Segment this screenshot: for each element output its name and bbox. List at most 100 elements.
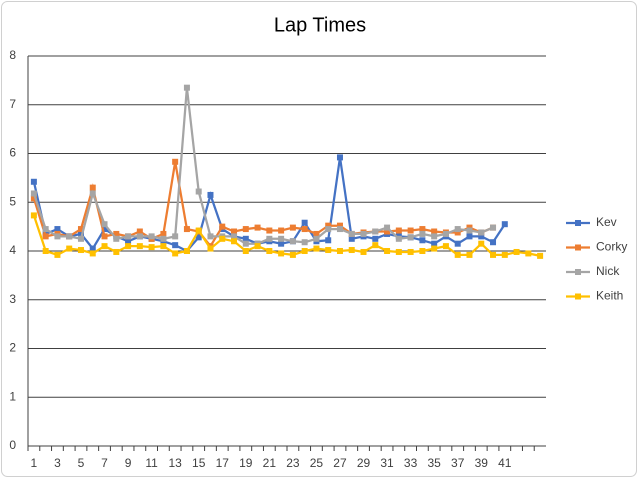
data-point bbox=[525, 250, 532, 257]
data-point bbox=[348, 247, 355, 254]
data-point bbox=[325, 247, 332, 254]
x-tick-label: 9 bbox=[125, 456, 132, 470]
data-point bbox=[136, 243, 143, 250]
data-point bbox=[537, 252, 544, 259]
data-point bbox=[113, 235, 120, 242]
data-point bbox=[325, 226, 332, 233]
data-point bbox=[219, 235, 226, 242]
data-point bbox=[395, 227, 402, 234]
x-tick-label: 15 bbox=[192, 456, 206, 470]
data-point bbox=[101, 226, 108, 233]
data-point bbox=[42, 248, 49, 254]
data-point bbox=[77, 247, 84, 254]
data-point bbox=[431, 240, 438, 247]
data-point bbox=[431, 245, 438, 252]
data-point bbox=[360, 230, 367, 237]
data-point bbox=[148, 244, 155, 251]
data-point bbox=[407, 234, 414, 241]
data-point bbox=[266, 235, 273, 242]
data-point bbox=[301, 226, 308, 233]
data-point bbox=[89, 250, 96, 257]
data-point bbox=[395, 235, 402, 242]
data-point bbox=[101, 233, 108, 240]
data-point bbox=[466, 251, 473, 258]
data-point bbox=[372, 235, 379, 242]
data-point bbox=[289, 238, 296, 245]
data-point bbox=[30, 190, 37, 197]
x-tick-label: 13 bbox=[168, 456, 182, 470]
data-point bbox=[254, 224, 261, 231]
data-point bbox=[242, 226, 249, 233]
legend-label: Nick bbox=[596, 264, 620, 278]
data-point bbox=[454, 226, 461, 233]
data-point bbox=[407, 248, 414, 255]
data-point bbox=[348, 230, 355, 237]
data-point bbox=[442, 230, 449, 237]
data-point bbox=[501, 221, 508, 228]
data-point bbox=[454, 251, 461, 258]
data-point bbox=[325, 237, 332, 244]
y-tick-label: 1 bbox=[9, 389, 16, 403]
data-point bbox=[442, 243, 449, 250]
data-point bbox=[172, 233, 179, 240]
data-point bbox=[478, 240, 485, 247]
data-point bbox=[466, 227, 473, 234]
data-point bbox=[478, 233, 485, 240]
data-point bbox=[325, 222, 332, 229]
data-point bbox=[490, 239, 497, 246]
data-point bbox=[113, 230, 120, 237]
data-point bbox=[466, 233, 473, 240]
data-point bbox=[395, 248, 402, 255]
data-point bbox=[183, 84, 190, 91]
data-point bbox=[454, 240, 461, 247]
data-point bbox=[101, 243, 108, 250]
data-point bbox=[89, 190, 96, 197]
y-tick-label: 3 bbox=[9, 292, 16, 306]
data-point bbox=[478, 229, 485, 236]
legend-marker bbox=[575, 220, 581, 226]
data-point bbox=[231, 228, 238, 235]
chart-title: Lap Times bbox=[274, 14, 366, 36]
data-point bbox=[136, 228, 143, 235]
data-point bbox=[125, 243, 132, 250]
data-point bbox=[336, 222, 343, 229]
x-tick-label: 27 bbox=[333, 456, 347, 470]
x-tick-label: 1 bbox=[31, 456, 38, 470]
x-tick-label: 35 bbox=[427, 456, 441, 470]
x-tick-label: 31 bbox=[380, 456, 394, 470]
data-point bbox=[54, 233, 61, 240]
data-point bbox=[266, 248, 273, 254]
data-point bbox=[313, 245, 320, 252]
data-point bbox=[419, 248, 426, 254]
data-point bbox=[89, 245, 96, 252]
data-point bbox=[513, 248, 520, 255]
data-point bbox=[101, 221, 108, 228]
data-point bbox=[384, 228, 391, 235]
data-point bbox=[278, 235, 285, 242]
data-point bbox=[289, 224, 296, 231]
data-point bbox=[301, 239, 308, 246]
x-tick-label: 21 bbox=[263, 456, 277, 470]
data-point bbox=[454, 229, 461, 236]
data-point bbox=[266, 227, 273, 234]
data-point bbox=[372, 242, 379, 249]
data-point bbox=[278, 250, 285, 257]
data-point bbox=[501, 251, 508, 258]
data-point bbox=[160, 235, 167, 242]
data-point bbox=[231, 238, 238, 245]
x-tick-label: 39 bbox=[475, 456, 489, 470]
data-point bbox=[183, 248, 190, 254]
data-point bbox=[77, 226, 84, 233]
data-point bbox=[160, 230, 167, 237]
data-point bbox=[219, 223, 226, 230]
data-point bbox=[278, 240, 285, 247]
legend-marker bbox=[575, 244, 581, 251]
data-point bbox=[30, 212, 37, 219]
data-point bbox=[160, 243, 167, 250]
data-point bbox=[419, 226, 426, 233]
data-point bbox=[172, 242, 179, 249]
x-tick-label: 41 bbox=[498, 456, 512, 470]
data-point bbox=[30, 195, 37, 202]
